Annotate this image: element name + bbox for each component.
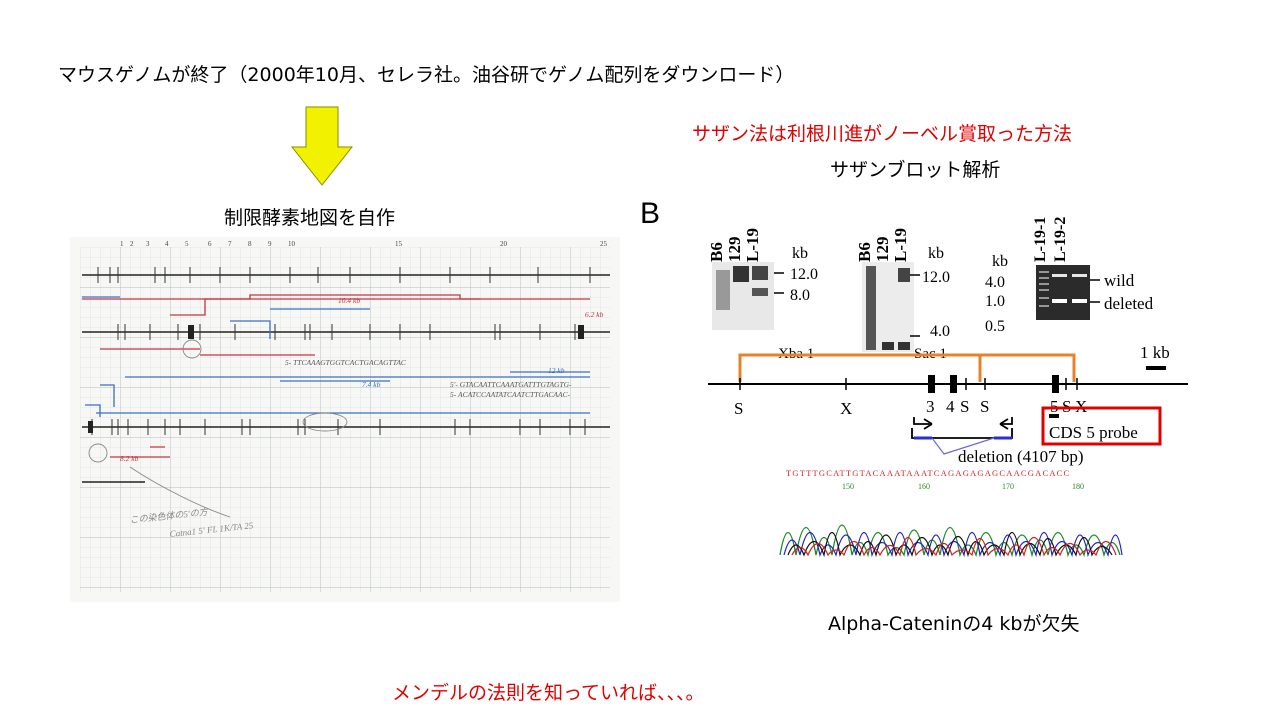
nb-num: 25	[600, 240, 608, 248]
nb-seq-3: 5- ACATCCAATATCAATCTTGACAAC-	[450, 390, 571, 399]
map-scale-label: 1 kb	[1140, 343, 1170, 362]
exon-4: 4	[946, 397, 955, 416]
slide-headline: マウスゲノムが終了（2000年10月、セレラ社。油谷研でゲノム配列をダウンロード…	[58, 64, 795, 86]
nb-num: 6	[208, 240, 212, 248]
blot-sac: B6 129 L-19 kb 12.0 4.0 Sac 1	[855, 228, 950, 362]
probe-highlight-box	[1041, 406, 1162, 446]
site-x1: X	[840, 399, 852, 418]
nb-num: 7	[228, 240, 232, 248]
notebook-restriction-map: 1 2 3 4 5 6 7 8 9 10 15 20 25	[70, 237, 620, 602]
exon-3: 3	[926, 397, 935, 416]
down-arrow-icon	[290, 106, 354, 186]
probe-label: CDS 5 probe	[1049, 423, 1138, 442]
gel-ladder-4: 4.0	[985, 274, 1005, 291]
pos-180: 180	[1072, 482, 1084, 491]
blot2-lane-b6: B6	[855, 242, 874, 262]
nb-num: 15	[395, 240, 403, 248]
blot1-lane-l19: L-19	[743, 228, 762, 262]
nb-num: 2	[130, 240, 134, 248]
nb-num: 20	[500, 240, 508, 248]
blot2-lane-l19: L-19	[891, 228, 910, 262]
gel-ladder-1: 1.0	[985, 293, 1005, 310]
gel-lane-2: L-19-2	[1052, 217, 1069, 262]
nb-num: 5	[185, 240, 189, 248]
nb-seq-2: 5'- GTACAATTCAAATGATTTGTAGTG-	[450, 380, 572, 389]
gel-lane-1: L-19-1	[1032, 217, 1049, 262]
nb-num: 8	[248, 240, 252, 248]
notebook-top-numbers: 1 2 3 4 5 6 7 8 9 10 15 20 25	[120, 240, 608, 248]
blot2-unit: kb	[928, 245, 944, 262]
nb-num: 10	[288, 240, 296, 248]
blot2-marker-12: 12.0	[922, 269, 950, 286]
nb-label-8kb: 8.2 kb	[120, 454, 139, 463]
gel-band-wild: wild	[1104, 271, 1135, 290]
nb-num: 3	[146, 240, 150, 248]
alpha-catenin-caption: Alpha-Cateninの4 kbが欠失	[828, 613, 1080, 635]
site-s2: S	[960, 397, 969, 416]
nb-label-12kb: 12 kb	[548, 366, 565, 375]
panel-b-label: B	[640, 197, 661, 230]
gel-unit: kb	[992, 253, 1008, 270]
gel-ladder-05: 0.5	[985, 318, 1005, 335]
chromatogram-sequence: TGTTTGCATTGTACAAATAAATCAGAGAGAGCAACGACAC…	[786, 468, 1070, 478]
site-s3: S	[980, 397, 989, 416]
blot1-marker-8: 8.0	[790, 287, 810, 304]
nb-label-6kb: 6.2 kb	[585, 310, 604, 319]
blot1-lane-b6: B6	[707, 242, 726, 262]
sequence-chromatogram: TGTTTGCATTGTACAAATAAATCAGAGAGAGCAACGACAC…	[779, 468, 1123, 558]
nb-seq-1: 5- TTCAAAGTGGTCACTGACAGTTAC	[285, 358, 407, 367]
site-s1: S	[734, 399, 743, 418]
southern-blot-title: サザンブロット解析	[830, 159, 1001, 181]
blot1-marker-12: 12.0	[790, 266, 818, 283]
blot2-marker-4: 4.0	[930, 323, 950, 340]
blot2-lane-129: 129	[873, 237, 892, 263]
nb-num: 9	[268, 240, 272, 248]
southern-nobel-note: サザン法は利根川進がノーベル賞取った方法	[692, 123, 1073, 145]
deletion-label: deletion (4107 bp)	[958, 447, 1084, 466]
nb-label-7kb: 7.4 kb	[362, 380, 381, 389]
nb-label-10kb: 10.4 kb	[338, 296, 360, 305]
pos-170: 170	[1002, 482, 1014, 491]
orange-fragment-bracket	[738, 353, 1076, 382]
gel-band-deleted: deleted	[1104, 294, 1154, 313]
blot-xba: B6 129 L-19 kb 12.0 8.0 Xba 1	[707, 228, 818, 362]
nb-num: 1	[120, 240, 124, 248]
mendel-note: メンデルの法則を知っていれば、、、。	[392, 682, 705, 704]
nb-num: 4	[165, 240, 169, 248]
gel-pcr: L-19-1 L-19-2 kb 4.0 1.0 0.5 wild delete…	[985, 217, 1154, 335]
restriction-map-title: 制限酵素地図を自作	[224, 207, 396, 229]
blot1-lane-129: 129	[725, 237, 744, 263]
blot1-unit: kb	[792, 245, 808, 262]
pos-150: 150	[842, 482, 854, 491]
figure-b: B6 129 L-19 kb 12.0 8.0 Xba 1 B6 129 L-1…	[707, 217, 1188, 558]
pos-160: 160	[918, 482, 930, 491]
